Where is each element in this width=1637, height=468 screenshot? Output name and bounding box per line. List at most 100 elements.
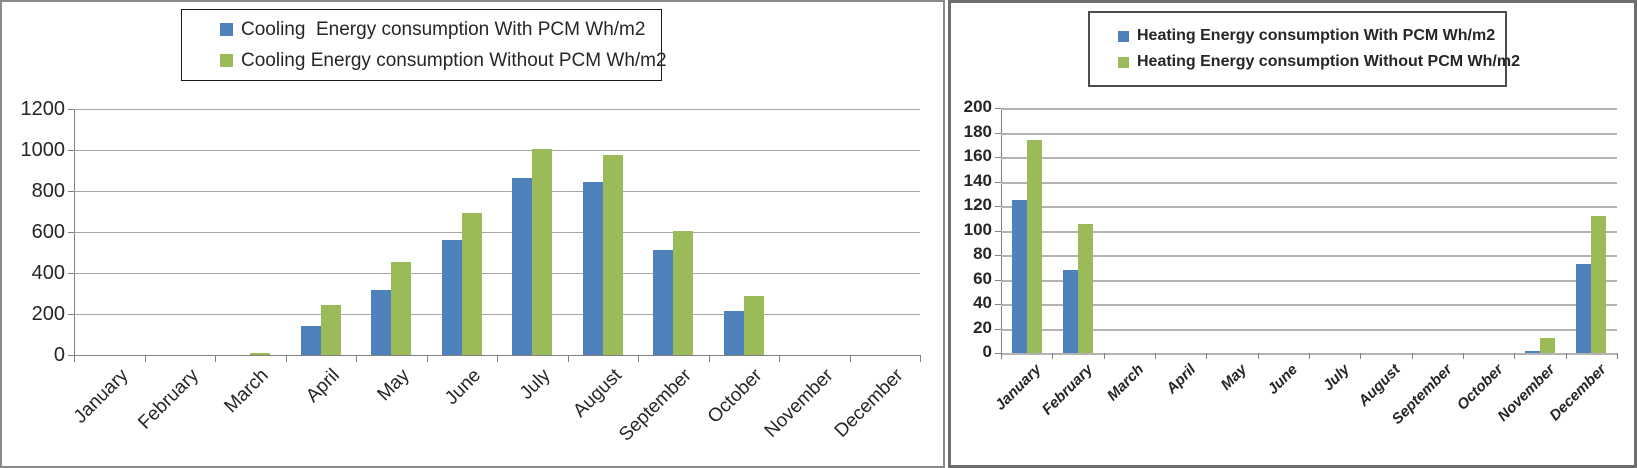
bar-june-without-pcm <box>461 212 482 355</box>
x-axis-tick <box>1206 353 1208 359</box>
legend-row-without-pcm: Cooling Energy consumption Without PCM W… <box>220 50 667 72</box>
y-axis-label: 0 <box>982 342 992 361</box>
x-axis-tick <box>708 355 710 362</box>
gridline-40 <box>1001 304 1617 306</box>
legend-swatch-green-icon <box>220 54 233 67</box>
x-axis-tick <box>638 355 639 362</box>
x-axis-tick <box>285 355 287 362</box>
y-axis-label: 200 <box>963 97 992 116</box>
x-axis-tick <box>1103 353 1105 359</box>
x-axis-tick <box>779 355 780 362</box>
y-axis-tick <box>995 255 1001 256</box>
y-axis-label: 400 <box>31 262 65 284</box>
bar-february-with-pcm <box>1063 269 1078 353</box>
bar-january-with-pcm <box>1011 199 1027 353</box>
x-axis-label-june: June <box>440 365 485 409</box>
x-axis-tick <box>497 355 498 362</box>
y-axis-label: 100 <box>963 219 992 239</box>
y-axis-tick <box>995 108 1001 109</box>
legend-row-with-pcm: Heating Energy consumption With PCM Wh/m… <box>1118 27 1505 45</box>
legend-row-with-pcm: Cooling Energy consumption With PCM Wh/m… <box>220 19 661 41</box>
x-axis-label-april: April <box>1162 361 1199 398</box>
gridline-1000 <box>74 150 920 151</box>
x-axis-label-november: November <box>760 365 838 442</box>
y-axis-label: 1200 <box>20 98 66 120</box>
y-axis-tick <box>995 304 1001 305</box>
bar-january-without-pcm <box>1026 139 1042 353</box>
x-axis-tick <box>1565 353 1567 359</box>
x-axis-tick <box>1309 353 1310 359</box>
gridline-160 <box>1001 157 1617 159</box>
x-axis-tick <box>920 355 921 362</box>
y-axis-tick <box>995 157 1001 158</box>
legend-swatch-blue-icon <box>220 23 233 36</box>
y-axis-tick <box>68 314 74 315</box>
x-axis-label-october: October <box>703 365 767 428</box>
gridline-20 <box>1001 328 1617 331</box>
x-axis-label-april: April <box>301 365 344 407</box>
y-axis-label: 1000 <box>20 139 66 161</box>
bar-november-without-pcm <box>1540 338 1555 353</box>
x-axis-label-july: July <box>1319 361 1353 395</box>
x-axis-tick <box>215 355 216 362</box>
x-axis-tick <box>1411 353 1413 359</box>
gridline-60 <box>1001 279 1617 282</box>
bar-june-with-pcm <box>441 240 462 355</box>
y-axis-label: 800 <box>31 180 65 202</box>
x-axis-tick <box>1052 353 1054 359</box>
y-axis-tick <box>995 230 1001 232</box>
gridline-800 <box>74 191 920 192</box>
bar-december-without-pcm <box>1591 215 1607 353</box>
y-axis-tick <box>995 353 1001 354</box>
x-axis-tick <box>1155 353 1156 359</box>
y-axis-label: 160 <box>963 146 992 165</box>
heating-plot-area: 0 20 40 60 80 100 120 140 160 180 200 January Februa… <box>964 97 1618 428</box>
x-axis-tick <box>849 355 851 362</box>
y-axis-tick <box>995 279 1001 281</box>
legend-swatch-green-icon <box>1118 56 1129 68</box>
y-axis-label: 180 <box>963 121 992 141</box>
y-axis-line <box>1001 108 1002 359</box>
x-axis-label-july: July <box>516 365 556 404</box>
gridline-200 <box>1001 108 1617 110</box>
y-axis-tick <box>995 132 1001 134</box>
legend-label-with-pcm: Heating Energy consumption With PCM Wh/m… <box>1137 27 1496 44</box>
x-axis-tick <box>144 355 146 362</box>
y-axis-label: 0 <box>53 344 65 366</box>
legend-label-without-pcm: Heating Energy consumption Without PCM W… <box>1137 53 1520 70</box>
heating-chart-panel: Heating Energy consumption With PCM Wh/m… <box>948 0 1637 468</box>
x-axis-label-march: March <box>1104 361 1148 405</box>
y-axis-tick <box>68 150 74 151</box>
bar-march-without-pcm <box>250 352 271 355</box>
x-axis-tick <box>1617 353 1618 359</box>
y-axis-tick <box>68 273 74 274</box>
y-axis-label: 200 <box>31 303 65 325</box>
x-axis-label-may: May <box>1217 361 1251 394</box>
x-axis-label-january: January <box>69 365 133 428</box>
x-axis-tick <box>356 355 357 362</box>
gridline-1200 <box>74 109 920 110</box>
x-axis-label-august: August <box>1355 361 1405 410</box>
gridline-120 <box>1001 206 1617 208</box>
gridline-180 <box>1001 132 1617 135</box>
x-axis-tick <box>1360 353 1362 359</box>
y-axis-line <box>74 109 75 362</box>
x-axis-label-october: October <box>1454 361 1507 414</box>
cooling-legend: Cooling Energy consumption With PCM Wh/m… <box>181 9 667 81</box>
y-axis-tick <box>995 328 1001 330</box>
bar-may-with-pcm <box>371 289 392 355</box>
bar-july-without-pcm <box>532 148 553 355</box>
bar-april-with-pcm <box>300 325 321 355</box>
y-axis-tick <box>68 355 74 356</box>
bar-september-without-pcm <box>673 230 694 355</box>
x-axis-tick <box>74 355 75 362</box>
gridline-100 <box>1001 230 1617 233</box>
legend-swatch-blue-icon <box>1118 30 1129 42</box>
bar-november-with-pcm <box>1525 350 1540 353</box>
x-axis-label-december: December <box>830 365 908 442</box>
y-axis-label: 80 <box>973 244 992 263</box>
y-axis-tick <box>68 191 74 192</box>
x-axis-label-february: February <box>1038 361 1097 419</box>
x-axis-label-march: March <box>220 365 274 418</box>
